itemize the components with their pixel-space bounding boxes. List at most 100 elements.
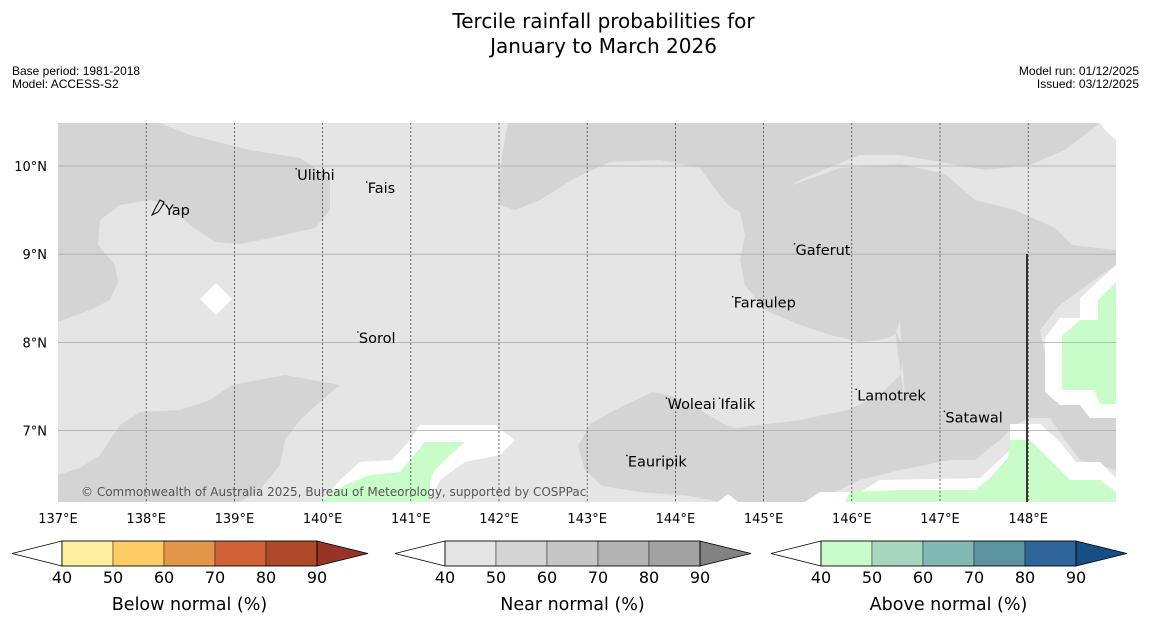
map-title: Tercile rainfall probabilities for Janua… — [0, 9, 1150, 59]
colorbar-frame — [61, 540, 318, 567]
colorbar-tick-label: 80 — [1015, 568, 1035, 587]
colorbar-tick-label: 90 — [690, 568, 710, 587]
colorbar-over-triangle — [699, 540, 752, 567]
map-grid — [58, 123, 1116, 502]
colorbar-segment — [265, 540, 318, 567]
lon-tick-label: 148°E — [1008, 512, 1048, 527]
colorbar-tick-label: 50 — [862, 568, 882, 587]
colorbar-tick-label: 50 — [103, 568, 123, 587]
near-normal-50-region-central-south — [740, 164, 1072, 400]
lon-tick-label: 141°E — [391, 512, 431, 527]
meta-left: Base period: 1981-2018 Model: ACCESS-S2 — [12, 65, 140, 91]
colorbar-tick-label: 60 — [913, 568, 933, 587]
below-threshold-patch — [200, 283, 232, 315]
near-normal-50-region-north — [58, 123, 330, 322]
lon-tick-label: 138°E — [126, 512, 166, 527]
colorbar-tick-label: 90 — [1066, 568, 1086, 587]
colorbar-segment — [495, 540, 548, 567]
place-marker — [718, 397, 721, 399]
colorbar-frame — [444, 540, 701, 567]
colorbar-label: Near normal (%) — [500, 595, 645, 615]
place-marker — [855, 388, 858, 391]
colorbar-tick-label: 40 — [435, 568, 455, 587]
above-normal-40-region-east — [1062, 282, 1116, 404]
place-marker — [357, 331, 359, 333]
copyright-notice: © Commonwealth of Australia 2025, Bureau… — [81, 485, 586, 499]
place-marker — [163, 203, 165, 205]
lon-tick-label: 137°E — [38, 512, 78, 527]
lat-tick-label: 10°N — [14, 160, 47, 175]
place-marker — [665, 397, 668, 399]
colorbar-segment — [61, 540, 114, 567]
place-label: Woleai — [668, 397, 716, 413]
colorbar-segment — [597, 540, 650, 567]
near-normal-50-region-northcentral — [498, 123, 1100, 215]
colorbar-frame — [820, 540, 1077, 567]
colorbar-segment — [820, 540, 873, 567]
colorbar-tick-label: 70 — [205, 568, 225, 587]
place-label: Ulithi — [297, 168, 335, 184]
place-marker — [626, 454, 628, 457]
lon-tick-label: 147°E — [920, 512, 960, 527]
place-label: Faraulep — [734, 296, 796, 312]
place-label: Ifalik — [721, 397, 756, 413]
near-normal-50-region-southwest — [58, 375, 340, 502]
lat-tick-label: 9°N — [23, 248, 48, 263]
colorbar-tick-label: 40 — [52, 568, 72, 587]
colorbar: 40 50 60 70 80 90 Above normal (%) — [770, 540, 1128, 615]
lon-tick-label: 139°E — [215, 512, 255, 527]
place-label: Satawal — [945, 410, 1002, 426]
place-marker — [295, 168, 297, 170]
colorbar-tick-label: 70 — [588, 568, 608, 587]
place-label: Lamotrek — [857, 388, 926, 404]
colorbar: 40 50 60 70 80 90 Near normal (%) — [394, 540, 752, 615]
place-label: Yap — [164, 203, 190, 219]
colorbar-segment — [112, 540, 165, 567]
colorbar-tick-label: 80 — [256, 568, 276, 587]
place-label: Eauripik — [628, 454, 687, 470]
colorbar: 40 50 60 70 80 90 Below normal (%) — [11, 540, 369, 615]
colorbar-under-triangle — [11, 540, 63, 567]
lon-tick-label: 146°E — [832, 512, 872, 527]
axis-tick-labels: 137°E 138°E 139°E 140°E 141°E 142°E 143°E 144°E… — [14, 160, 1048, 527]
place-labels: Yap Ulithi Fais Gaferut Faraulep Sorol Lamotre… — [163, 168, 1003, 470]
colorbar-label: Below normal (%) — [112, 595, 267, 615]
yap-island-outline — [150, 199, 165, 217]
place-label: Fais — [368, 181, 395, 197]
lon-tick-label: 140°E — [303, 512, 343, 527]
model-run: Model run: 01/12/2025 — [1018, 64, 1139, 78]
model-name: Model: ACCESS-S2 — [12, 77, 119, 91]
colorbar-segment — [214, 540, 267, 567]
place-marker — [365, 181, 368, 183]
meta-right: Model run: 01/12/2025 Issued: 03/12/2025 — [1019, 65, 1139, 91]
place-marker — [793, 242, 796, 245]
lat-tick-label: 8°N — [23, 336, 48, 351]
place-label: Gaferut — [795, 243, 850, 259]
place-marker — [731, 295, 734, 298]
title-line-2: January to March 2026 — [490, 34, 717, 58]
place-label: Sorol — [359, 331, 396, 347]
base-period: Base period: 1981-2018 — [12, 64, 141, 78]
colorbar-under-triangle — [770, 540, 822, 567]
near-normal-50-region-south — [578, 245, 1116, 502]
colorbars: 40 50 60 70 80 90 Below normal (%) 40 50 60 70 80 90… — [11, 540, 1128, 615]
colorbar-tick-label: 50 — [486, 568, 506, 587]
colorbar-under-triangle — [394, 540, 446, 567]
colorbar-segment — [648, 540, 701, 567]
colorbar-segment — [922, 540, 975, 567]
below-threshold-notch — [718, 494, 738, 502]
lon-tick-label: 142°E — [479, 512, 519, 527]
above-normal-40-region-southeast — [845, 440, 1116, 502]
lon-tick-label: 143°E — [567, 512, 607, 527]
colorbar-over-triangle — [1075, 540, 1128, 567]
colorbar-tick-label: 40 — [811, 568, 831, 587]
lat-tick-label: 7°N — [23, 425, 48, 440]
colorbar-segment — [973, 540, 1026, 567]
colorbar-segment — [1024, 540, 1077, 567]
colorbar-tick-label: 60 — [154, 568, 174, 587]
colorbar-tick-label: 90 — [307, 568, 327, 587]
colorbar-tick-label: 80 — [639, 568, 659, 587]
lon-tick-label: 144°E — [656, 512, 696, 527]
colorbar-tick-label: 60 — [537, 568, 557, 587]
